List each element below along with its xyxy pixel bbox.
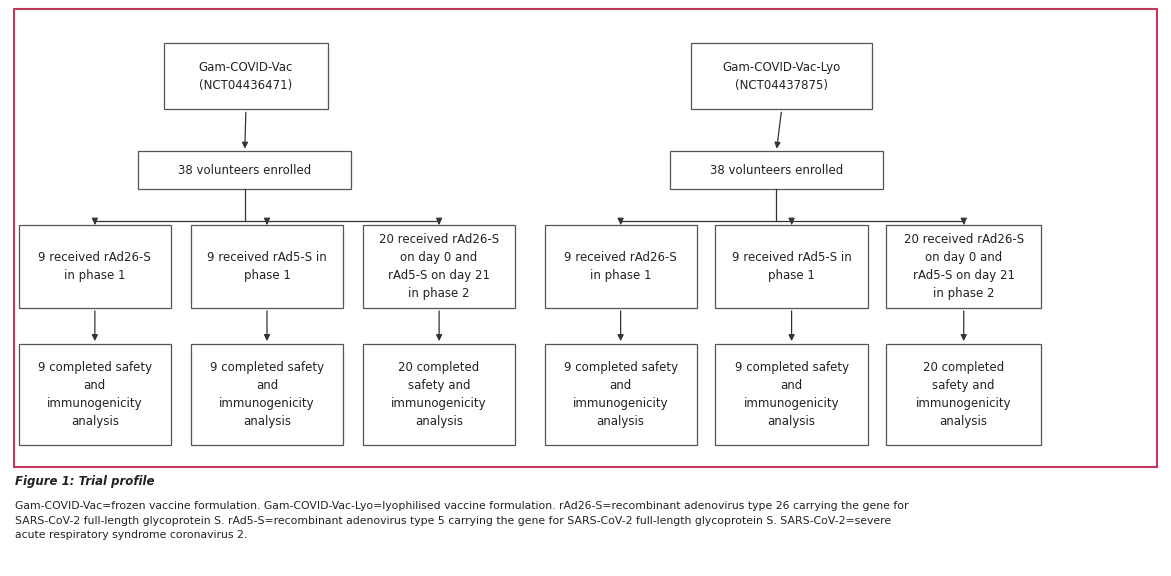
Text: 20 completed
safety and
immunogenicity
analysis: 20 completed safety and immunogenicity a… (916, 361, 1012, 428)
Bar (191, 344, 343, 445)
Text: 20 completed
safety and
immunogenicity
analysis: 20 completed safety and immunogenicity a… (391, 361, 487, 428)
Text: 9 received rAd26-S
in phase 1: 9 received rAd26-S in phase 1 (564, 251, 677, 282)
Text: 9 received rAd26-S
in phase 1: 9 received rAd26-S in phase 1 (39, 251, 151, 282)
Bar (138, 151, 351, 189)
Text: Gam-COVID-Vac-Lyo
(NCT04437875): Gam-COVID-Vac-Lyo (NCT04437875) (723, 61, 841, 92)
Bar (363, 344, 515, 445)
Bar (715, 344, 868, 445)
Bar (886, 344, 1041, 445)
Bar (191, 225, 343, 308)
Bar (545, 225, 697, 308)
Bar (670, 151, 883, 189)
Text: 9 completed safety
and
immunogenicity
analysis: 9 completed safety and immunogenicity an… (563, 361, 678, 428)
Text: Figure 1: Trial profile: Figure 1: Trial profile (15, 475, 155, 488)
Bar (164, 43, 328, 109)
Text: 9 completed safety
and
immunogenicity
analysis: 9 completed safety and immunogenicity an… (734, 361, 849, 428)
Text: 38 volunteers enrolled: 38 volunteers enrolled (710, 164, 843, 177)
Bar (19, 344, 171, 445)
Bar (691, 43, 872, 109)
Text: 20 received rAd26-S
on day 0 and
rAd5-S on day 21
in phase 2: 20 received rAd26-S on day 0 and rAd5-S … (379, 233, 499, 300)
Bar (14, 9, 1157, 467)
Bar (363, 225, 515, 308)
Text: 20 received rAd26-S
on day 0 and
rAd5-S on day 21
in phase 2: 20 received rAd26-S on day 0 and rAd5-S … (904, 233, 1023, 300)
Text: 9 received rAd5-S in
phase 1: 9 received rAd5-S in phase 1 (207, 251, 327, 282)
Text: 38 volunteers enrolled: 38 volunteers enrolled (178, 164, 311, 177)
Text: 9 completed safety
and
immunogenicity
analysis: 9 completed safety and immunogenicity an… (210, 361, 324, 428)
Bar (545, 344, 697, 445)
Text: Gam-COVID-Vac=frozen vaccine formulation. Gam-COVID-Vac-Lyo=lyophilised vaccine : Gam-COVID-Vac=frozen vaccine formulation… (15, 501, 909, 540)
Bar (19, 225, 171, 308)
Text: Gam-COVID-Vac
(NCT04436471): Gam-COVID-Vac (NCT04436471) (199, 61, 293, 92)
Bar (886, 225, 1041, 308)
Text: 9 completed safety
and
immunogenicity
analysis: 9 completed safety and immunogenicity an… (37, 361, 152, 428)
Bar (715, 225, 868, 308)
Text: 9 received rAd5-S in
phase 1: 9 received rAd5-S in phase 1 (732, 251, 851, 282)
